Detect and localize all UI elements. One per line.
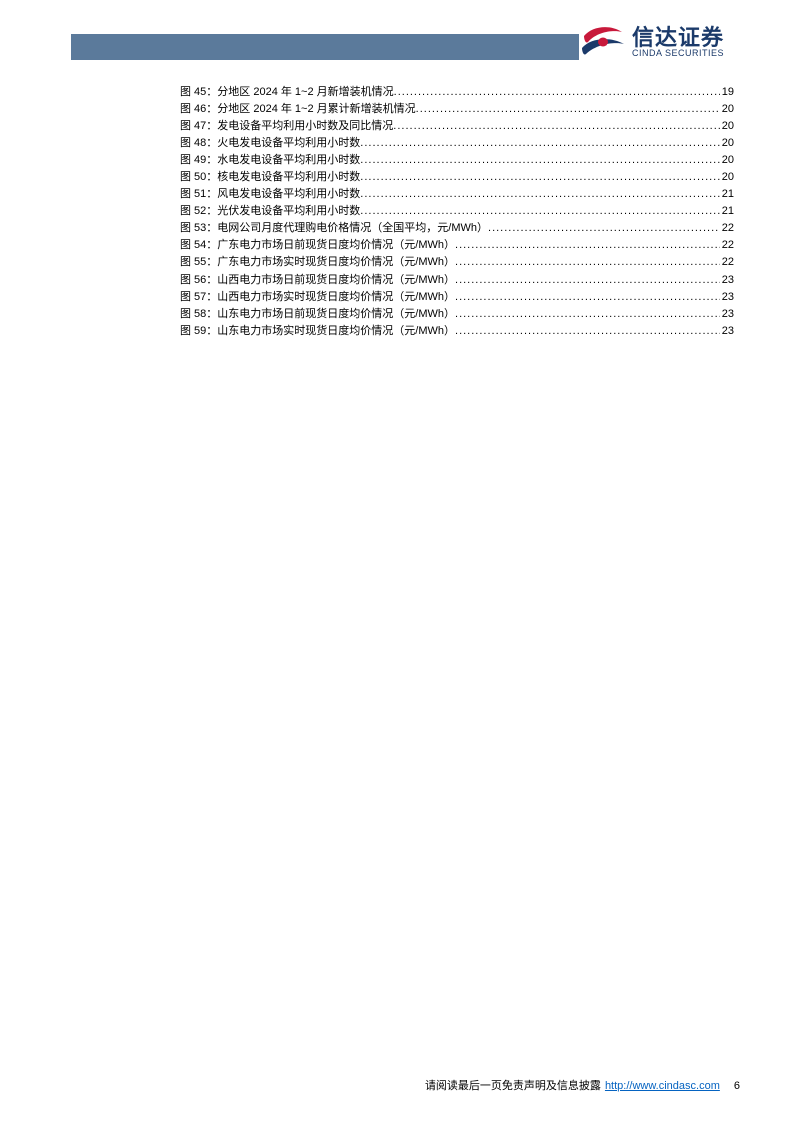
toc-entry-title: 图 54：广东电力市场日前现货日度均价情况（元/MWh） [180, 237, 455, 254]
toc-leader-dots [360, 152, 719, 169]
toc-entry-title: 图 50：核电发电设备平均利用小时数 [180, 169, 360, 186]
toc-entry-page: 21 [720, 203, 734, 220]
toc-leader-dots [455, 272, 720, 289]
toc-leader-dots [360, 203, 719, 220]
toc-row: 图 46：分地区 2024 年 1~2 月累计新增装机情况 20 [180, 101, 734, 118]
toc-leader-dots [455, 254, 720, 271]
toc-entry-page: 22 [720, 237, 734, 254]
toc-entry-page: 23 [720, 272, 734, 289]
toc-entry-page: 20 [720, 101, 734, 118]
toc-entry-title: 图 46：分地区 2024 年 1~2 月累计新增装机情况 [180, 101, 416, 118]
toc-entry-title: 图 57：山西电力市场实时现货日度均价情况（元/MWh） [180, 289, 455, 306]
logo-text: 信达证券 CINDA SECURITIES [632, 26, 724, 59]
logo-icon [580, 22, 626, 62]
toc-entry-title: 图 59：山东电力市场实时现货日度均价情况（元/MWh） [180, 323, 455, 340]
toc-entry-page: 21 [720, 186, 734, 203]
toc-entry-page: 22 [720, 220, 734, 237]
toc-leader-dots [393, 118, 719, 135]
toc-entry-title: 图 48：火电发电设备平均利用小时数 [180, 135, 360, 152]
toc-entry-title: 图 47：发电设备平均利用小时数及同比情况 [180, 118, 393, 135]
toc-entry-page: 22 [720, 254, 734, 271]
toc-entry-title: 图 49：水电发电设备平均利用小时数 [180, 152, 360, 169]
logo-en: CINDA SECURITIES [632, 49, 724, 58]
toc-entry-title: 图 55：广东电力市场实时现货日度均价情况（元/MWh） [180, 254, 455, 271]
toc-leader-dots [394, 84, 720, 101]
footer-disclaimer: 请阅读最后一页免责声明及信息披露 [425, 1077, 601, 1093]
footer-page-number: 6 [734, 1080, 740, 1092]
toc-leader-dots [360, 169, 719, 186]
toc-entry-page: 20 [720, 152, 734, 169]
toc-row: 图 59：山东电力市场实时现货日度均价情况（元/MWh） 23 [180, 323, 734, 340]
company-logo: 信达证券 CINDA SECURITIES [580, 20, 740, 64]
logo-cn: 信达证券 [632, 26, 724, 49]
toc-entry-page: 19 [720, 84, 734, 101]
toc-row: 图 58：山东电力市场日前现货日度均价情况（元/MWh） 23 [180, 306, 734, 323]
toc-entry-page: 20 [720, 118, 734, 135]
toc-leader-dots [455, 237, 720, 254]
toc-leader-dots [488, 220, 720, 237]
toc-entry-title: 图 58：山东电力市场日前现货日度均价情况（元/MWh） [180, 306, 455, 323]
toc-entry-title: 图 45：分地区 2024 年 1~2 月新增装机情况 [180, 84, 394, 101]
toc-entry-title: 图 51：风电发电设备平均利用小时数 [180, 186, 360, 203]
toc-entry-page: 23 [720, 323, 734, 340]
header-bar [71, 34, 579, 60]
toc-row: 图 52：光伏发电设备平均利用小时数 21 [180, 203, 734, 220]
toc-row: 图 45：分地区 2024 年 1~2 月新增装机情况 19 [180, 84, 734, 101]
table-of-contents: 图 45：分地区 2024 年 1~2 月新增装机情况19图 46：分地区 20… [180, 84, 734, 340]
toc-leader-dots [360, 135, 719, 152]
toc-row: 图 53：电网公司月度代理购电价格情况（全国平均，元/MWh） 22 [180, 220, 734, 237]
toc-leader-dots [416, 101, 720, 118]
toc-row: 图 55：广东电力市场实时现货日度均价情况（元/MWh） 22 [180, 254, 734, 271]
toc-entry-title: 图 52：光伏发电设备平均利用小时数 [180, 203, 360, 220]
toc-entry-page: 20 [720, 169, 734, 186]
toc-row: 图 57：山西电力市场实时现货日度均价情况（元/MWh） 23 [180, 289, 734, 306]
toc-leader-dots [455, 306, 720, 323]
toc-row: 图 49：水电发电设备平均利用小时数 20 [180, 152, 734, 169]
toc-entry-page: 20 [720, 135, 734, 152]
toc-leader-dots [455, 289, 720, 306]
toc-row: 图 54：广东电力市场日前现货日度均价情况（元/MWh） 22 [180, 237, 734, 254]
toc-leader-dots [455, 323, 720, 340]
toc-row: 图 48：火电发电设备平均利用小时数 20 [180, 135, 734, 152]
page-footer: 请阅读最后一页免责声明及信息披露 http://www.cindasc.com … [425, 1077, 740, 1093]
footer-url-link[interactable]: http://www.cindasc.com [605, 1080, 720, 1092]
toc-row: 图 50：核电发电设备平均利用小时数 20 [180, 169, 734, 186]
toc-entry-page: 23 [720, 306, 734, 323]
document-page: 信达证券 CINDA SECURITIES 图 45：分地区 2024 年 1~… [0, 0, 802, 1133]
toc-row: 图 51：风电发电设备平均利用小时数 21 [180, 186, 734, 203]
toc-entry-title: 图 53：电网公司月度代理购电价格情况（全国平均，元/MWh） [180, 220, 488, 237]
toc-leader-dots [360, 186, 719, 203]
toc-entry-title: 图 56：山西电力市场日前现货日度均价情况（元/MWh） [180, 272, 455, 289]
toc-entry-page: 23 [720, 289, 734, 306]
toc-row: 图 56：山西电力市场日前现货日度均价情况（元/MWh） 23 [180, 272, 734, 289]
toc-row: 图 47：发电设备平均利用小时数及同比情况 20 [180, 118, 734, 135]
